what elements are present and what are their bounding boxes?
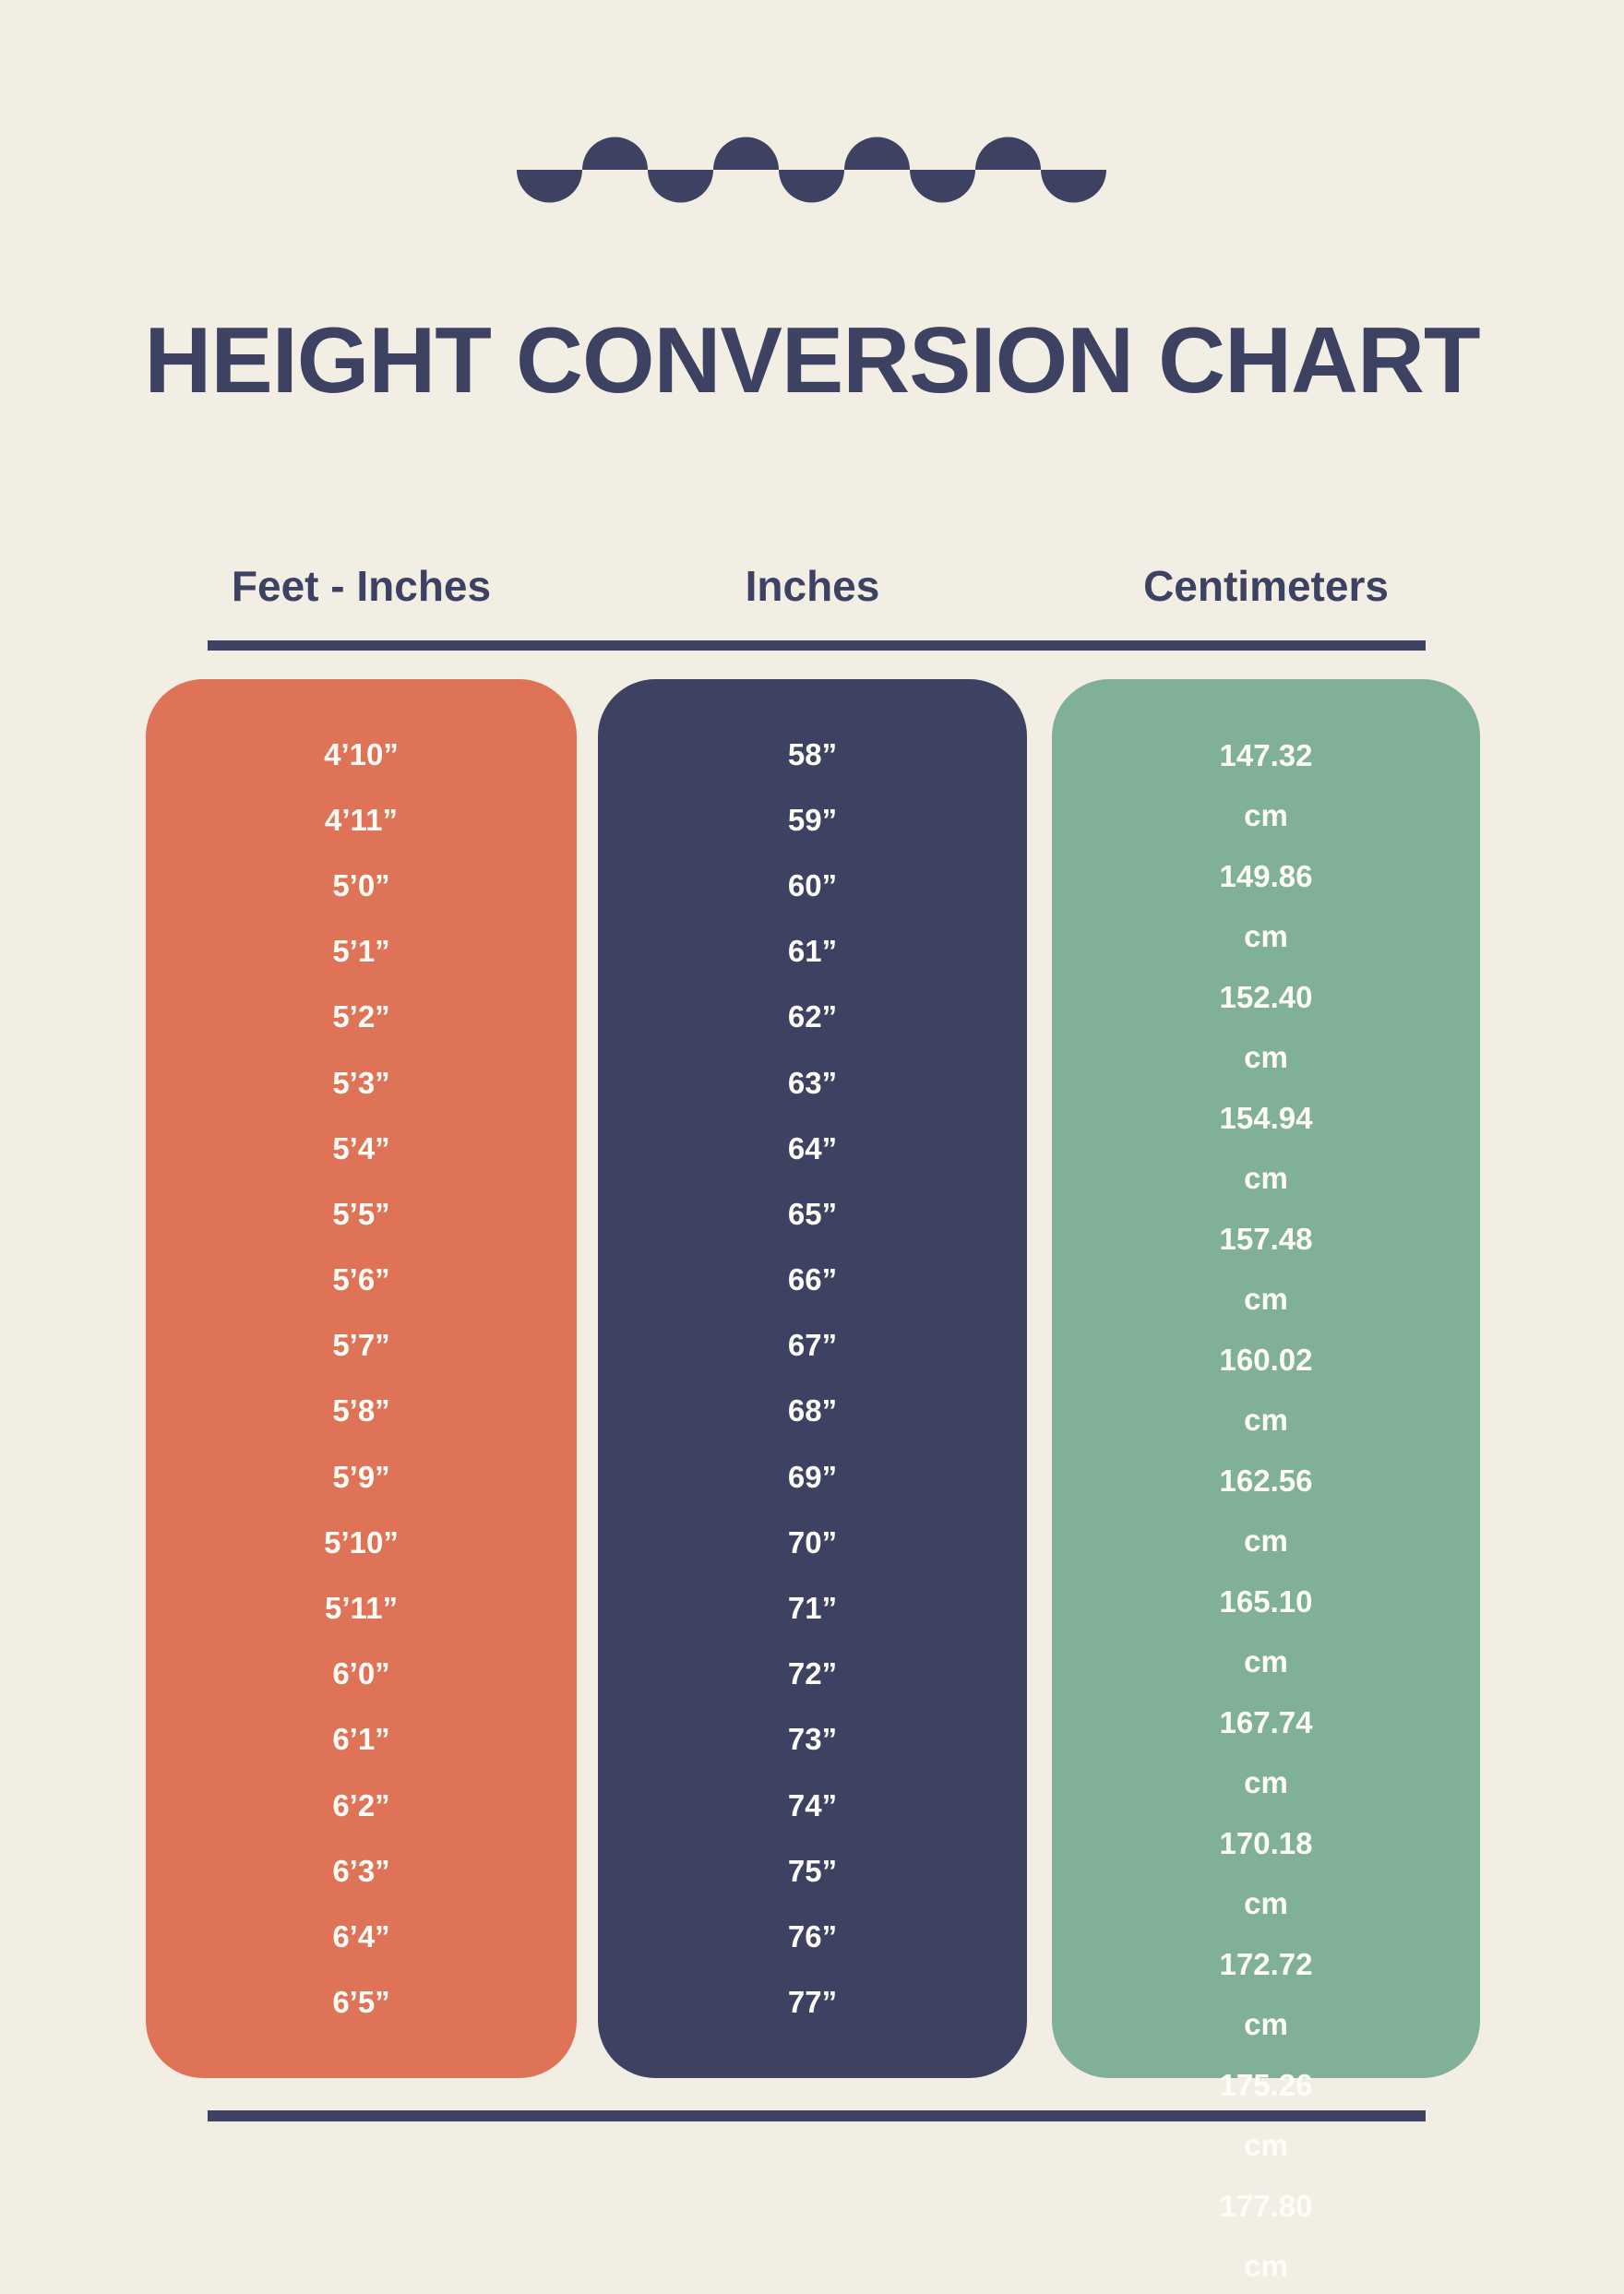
- centimeters-entry: 177.80 cm: [1052, 2176, 1480, 2294]
- centimeters-entry: 157.48 cm: [1052, 1209, 1480, 1330]
- centimeters-entry: 160.02 cm: [1052, 1330, 1480, 1451]
- feet-inches-value: 5’4”: [332, 1130, 390, 1165]
- inches-value: 62”: [787, 999, 838, 1034]
- feet-inches-value: 5’10”: [324, 1524, 399, 1559]
- centimeters-value: 167.74: [1219, 1704, 1313, 1739]
- feet-inches-value: 6’1”: [332, 1722, 390, 1757]
- centimeters-entry: 154.94 cm: [1052, 1088, 1480, 1209]
- feet-inches-value: 6’4”: [332, 1918, 390, 1953]
- centimeters-unit: cm: [1244, 1523, 1288, 1559]
- feet-inches-value: 5’5”: [332, 1196, 390, 1231]
- feet-inches-value: 5’1”: [332, 934, 390, 969]
- inches-value: 63”: [787, 1065, 838, 1100]
- inches-value: 72”: [787, 1656, 838, 1691]
- centimeters-column: 147.32 cm 149.86 cm 152.40 cm 154.94 cm: [1052, 679, 1480, 2283]
- inches-value: 68”: [787, 1393, 838, 1428]
- feet-inches-value: 5’0”: [332, 867, 390, 902]
- centimeters-unit: cm: [1244, 1040, 1288, 1075]
- inches-value: 76”: [787, 1918, 838, 1953]
- centimeters-value: 147.32: [1219, 737, 1313, 772]
- centimeters-value: 162.56: [1219, 1463, 1313, 1498]
- centimeters-unit: cm: [1244, 2249, 1288, 2284]
- feet-inches-value: 4’10”: [324, 736, 399, 771]
- inches-value: 65”: [787, 1196, 838, 1231]
- bottom-divider: [208, 2110, 1426, 2121]
- inches-value: 67”: [787, 1328, 838, 1363]
- centimeters-entry: 147.32 cm: [1052, 725, 1480, 846]
- inches-value: 60”: [787, 867, 838, 902]
- centimeters-unit: cm: [1244, 1282, 1288, 1317]
- inches-value: 61”: [787, 934, 838, 969]
- column-header-centimeters: Centimeters: [1143, 562, 1389, 610]
- centimeters-value: 154.94: [1219, 1100, 1313, 1135]
- page-title: HEIGHT CONVERSION CHART: [144, 309, 1480, 412]
- feet-inches-value: 5’3”: [332, 1065, 390, 1100]
- inches-value: 77”: [787, 1985, 838, 2020]
- centimeters-entry: 175.26 cm: [1052, 2055, 1480, 2176]
- column-header-feet-inches: Feet - Inches: [231, 562, 492, 610]
- inches-value: 69”: [787, 1459, 838, 1494]
- centimeters-unit: cm: [1244, 2007, 1288, 2042]
- centimeters-unit: cm: [1244, 2128, 1288, 2163]
- centimeters-entry: 172.72 cm: [1052, 1934, 1480, 2055]
- centimeters-value: 149.86: [1219, 858, 1313, 893]
- wave-decoration: [517, 137, 1106, 203]
- feet-inches-value: 5’6”: [332, 1262, 390, 1297]
- centimeters-unit: cm: [1244, 1644, 1288, 1679]
- centimeters-entry: 149.86 cm: [1052, 846, 1480, 967]
- centimeters-value: 165.10: [1219, 1583, 1313, 1619]
- feet-inches-value: 5’11”: [325, 1591, 398, 1626]
- centimeters-value: 177.80: [1219, 2188, 1313, 2223]
- centimeters-entry: 152.40 cm: [1052, 967, 1480, 1088]
- inches-value: 75”: [787, 1853, 838, 1888]
- inches-value: 73”: [787, 1722, 838, 1757]
- inches-value: 74”: [787, 1787, 838, 1822]
- feet-inches-value: 6’3”: [332, 1853, 390, 1888]
- feet-inches-value: 6’2”: [332, 1787, 390, 1822]
- feet-inches-value: 5’9”: [332, 1459, 390, 1494]
- inches-column: 58” 59” 60” 61” 62” 63” 64” 65” 66” 67” …: [598, 679, 1027, 2078]
- column-header-inches: Inches: [745, 562, 880, 610]
- centimeters-entry: 165.10 cm: [1052, 1571, 1480, 1692]
- feet-inches-value: 5’8”: [332, 1393, 390, 1428]
- centimeters-unit: cm: [1244, 1765, 1288, 1800]
- inches-value: 66”: [787, 1262, 838, 1297]
- inches-value: 64”: [787, 1130, 838, 1165]
- inches-value: 58”: [787, 736, 838, 771]
- inches-value: 70”: [787, 1524, 838, 1559]
- centimeters-value: 160.02: [1219, 1342, 1313, 1377]
- centimeters-value: 152.40: [1219, 979, 1313, 1014]
- centimeters-list: 147.32 cm 149.86 cm 152.40 cm 154.94 cm: [1052, 679, 1480, 2294]
- feet-inches-value: 6’0”: [332, 1656, 390, 1691]
- centimeters-value: 170.18: [1219, 1825, 1313, 1860]
- feet-inches-value: 4’11”: [325, 802, 398, 837]
- centimeters-entry: 170.18 cm: [1052, 1813, 1480, 1934]
- centimeters-entry: 162.56 cm: [1052, 1451, 1480, 1571]
- centimeters-value: 175.26: [1219, 2067, 1313, 2102]
- inches-list: 58” 59” 60” 61” 62” 63” 64” 65” 66” 67” …: [598, 679, 1027, 2036]
- centimeters-unit: cm: [1244, 919, 1288, 954]
- centimeters-unit: cm: [1244, 1161, 1288, 1196]
- feet-inches-value: 5’2”: [332, 999, 390, 1034]
- feet-inches-value: 6’5”: [332, 1985, 390, 2020]
- centimeters-unit: cm: [1244, 1886, 1288, 1921]
- top-divider: [208, 640, 1426, 651]
- feet-inches-value: 5’7”: [332, 1328, 390, 1363]
- inches-value: 59”: [787, 802, 838, 837]
- centimeters-value: 172.72: [1219, 1946, 1313, 1981]
- feet-inches-list: 4’10” 4’11” 5’0” 5’1” 5’2” 5’3” 5’4” 5’5…: [146, 679, 577, 2036]
- inches-value: 71”: [787, 1591, 838, 1626]
- feet-inches-column: 4’10” 4’11” 5’0” 5’1” 5’2” 5’3” 5’4” 5’5…: [146, 679, 577, 2078]
- centimeters-value: 157.48: [1219, 1221, 1313, 1256]
- centimeters-unit: cm: [1244, 798, 1288, 833]
- centimeters-entry: 167.74 cm: [1052, 1692, 1480, 1813]
- centimeters-unit: cm: [1244, 1403, 1288, 1438]
